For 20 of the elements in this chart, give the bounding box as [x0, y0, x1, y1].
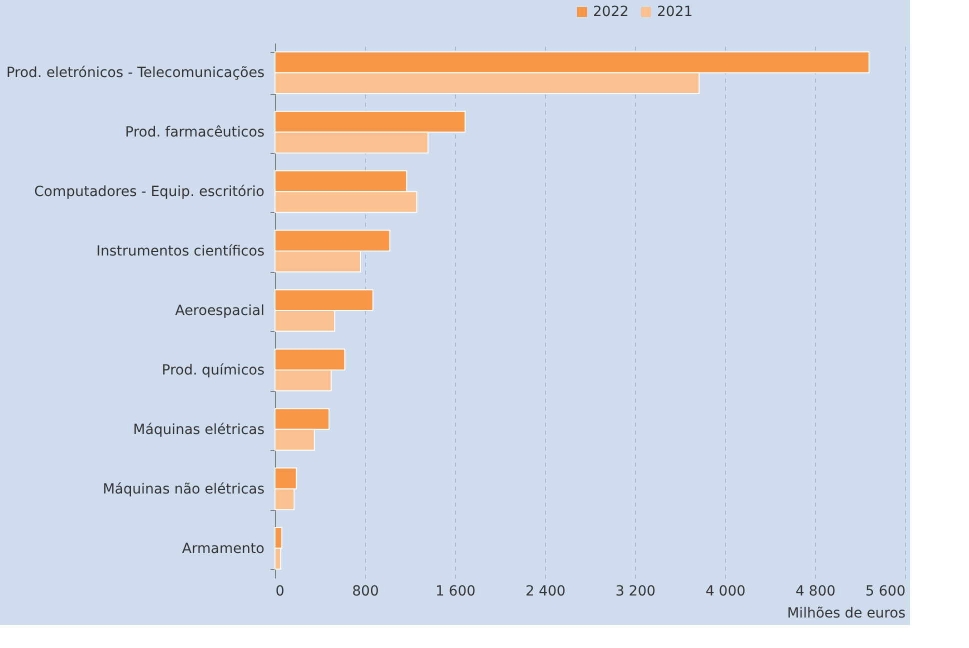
y-tick-label: Prod. eletrónicos - Telecomunicações [6, 65, 264, 82]
x-tick-label: 1 600 [435, 584, 476, 600]
y-tick-label: Computadores - Equip. escritório [34, 184, 264, 200]
y-tick-label: Prod. farmacêuticos [125, 124, 264, 141]
x-tick-label: 2 400 [525, 584, 566, 600]
legend-label: 2021 [657, 4, 693, 20]
x-tick-label: 0 [276, 584, 284, 600]
x-tick-label: 4 000 [705, 584, 746, 600]
y-tick-label: Máquinas elétricas [133, 422, 264, 438]
y-tick-label: Armamento [182, 540, 264, 557]
y-tick-label: Aeroespacial [175, 303, 264, 319]
x-axis-title: Milhões de euros [787, 606, 906, 622]
y-tick-label: Instrumentos científicos [96, 244, 264, 260]
x-tick-label: 5 600 [865, 584, 906, 600]
y-tick-label: Máquinas não elétricas [102, 481, 264, 498]
y-tick-label: Prod. químicos [162, 362, 264, 378]
x-tick-label: 4 800 [795, 584, 836, 600]
x-tick-label: 800 [352, 584, 379, 600]
x-tick-label: 3 200 [615, 584, 656, 600]
legend-label: 2022 [593, 4, 629, 20]
